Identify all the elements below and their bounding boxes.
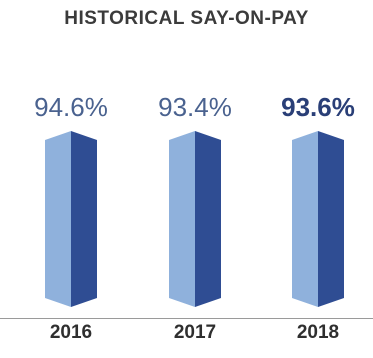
- category-label-2016: 2016: [49, 322, 93, 343]
- baseline: [0, 318, 373, 319]
- category-label-2018: 2018: [296, 322, 340, 343]
- bar-2018-left-face: [292, 131, 318, 307]
- value-label-2016: 94.6%: [34, 92, 108, 122]
- bar-2017-right-face: [195, 131, 221, 307]
- bar-2017-left-face: [169, 131, 195, 307]
- category-label-2017: 2017: [173, 322, 217, 343]
- value-label-2018: 93.6%: [281, 92, 355, 122]
- value-label-2017: 93.4%: [158, 92, 232, 122]
- chart-title: HISTORICAL SAY-ON-PAY: [64, 8, 309, 29]
- bar-2016-right-face: [71, 131, 97, 307]
- bar-2016-left-face: [45, 131, 71, 307]
- bar-2018-right-face: [318, 131, 344, 307]
